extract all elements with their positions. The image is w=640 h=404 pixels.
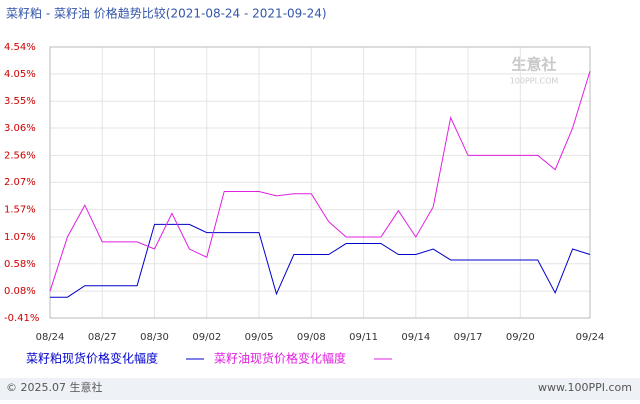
y-tick-label: 1.07% — [4, 232, 36, 243]
y-tick-label: 2.56% — [4, 150, 36, 161]
footer-band — [0, 378, 640, 400]
y-tick-label: 2.07% — [4, 177, 36, 188]
x-tick-label: 09/17 — [454, 332, 483, 343]
watermark: 生意社 — [511, 56, 556, 74]
x-tick-label: 08/24 — [36, 332, 65, 343]
x-tick-label: 08/30 — [140, 332, 169, 343]
x-tick-label: 09/20 — [506, 332, 535, 343]
x-tick-label: 09/24 — [576, 332, 605, 343]
y-tick-label: 1.57% — [4, 205, 36, 216]
series-line — [50, 223, 591, 298]
x-tick-label: 09/14 — [401, 332, 430, 343]
footer-left: © 2025.07 生意社 — [6, 380, 102, 394]
x-tick-label: 09/05 — [245, 332, 274, 343]
x-tick-label: 09/08 — [297, 332, 326, 343]
y-tick-label: 4.54% — [4, 42, 36, 53]
plot-border — [49, 46, 591, 319]
chart-title: 菜籽粕 - 菜籽油 价格趋势比较(2021-08-24 - 2021-09-24… — [6, 6, 327, 21]
y-tick-label: 3.06% — [4, 123, 36, 134]
legend-label: 菜籽粕现货价格变化幅度 — [26, 351, 158, 366]
series-line — [49, 70, 591, 292]
x-tick-label: 09/11 — [349, 332, 378, 343]
y-tick-label: 0.08% — [4, 286, 36, 297]
y-tick-label: 0.58% — [4, 259, 36, 270]
x-tick-label: 09/02 — [192, 332, 221, 343]
x-tick-label: 08/27 — [88, 332, 117, 343]
y-tick-label: -0.41% — [4, 313, 39, 324]
watermark-sub: 100PPI.COM — [510, 77, 559, 86]
y-tick-label: 3.55% — [4, 96, 36, 107]
footer-right: www.100PPI.com — [538, 381, 632, 394]
legend-label: 菜籽油现货价格变化幅度 — [214, 351, 346, 366]
y-tick-label: 4.05% — [4, 69, 36, 80]
